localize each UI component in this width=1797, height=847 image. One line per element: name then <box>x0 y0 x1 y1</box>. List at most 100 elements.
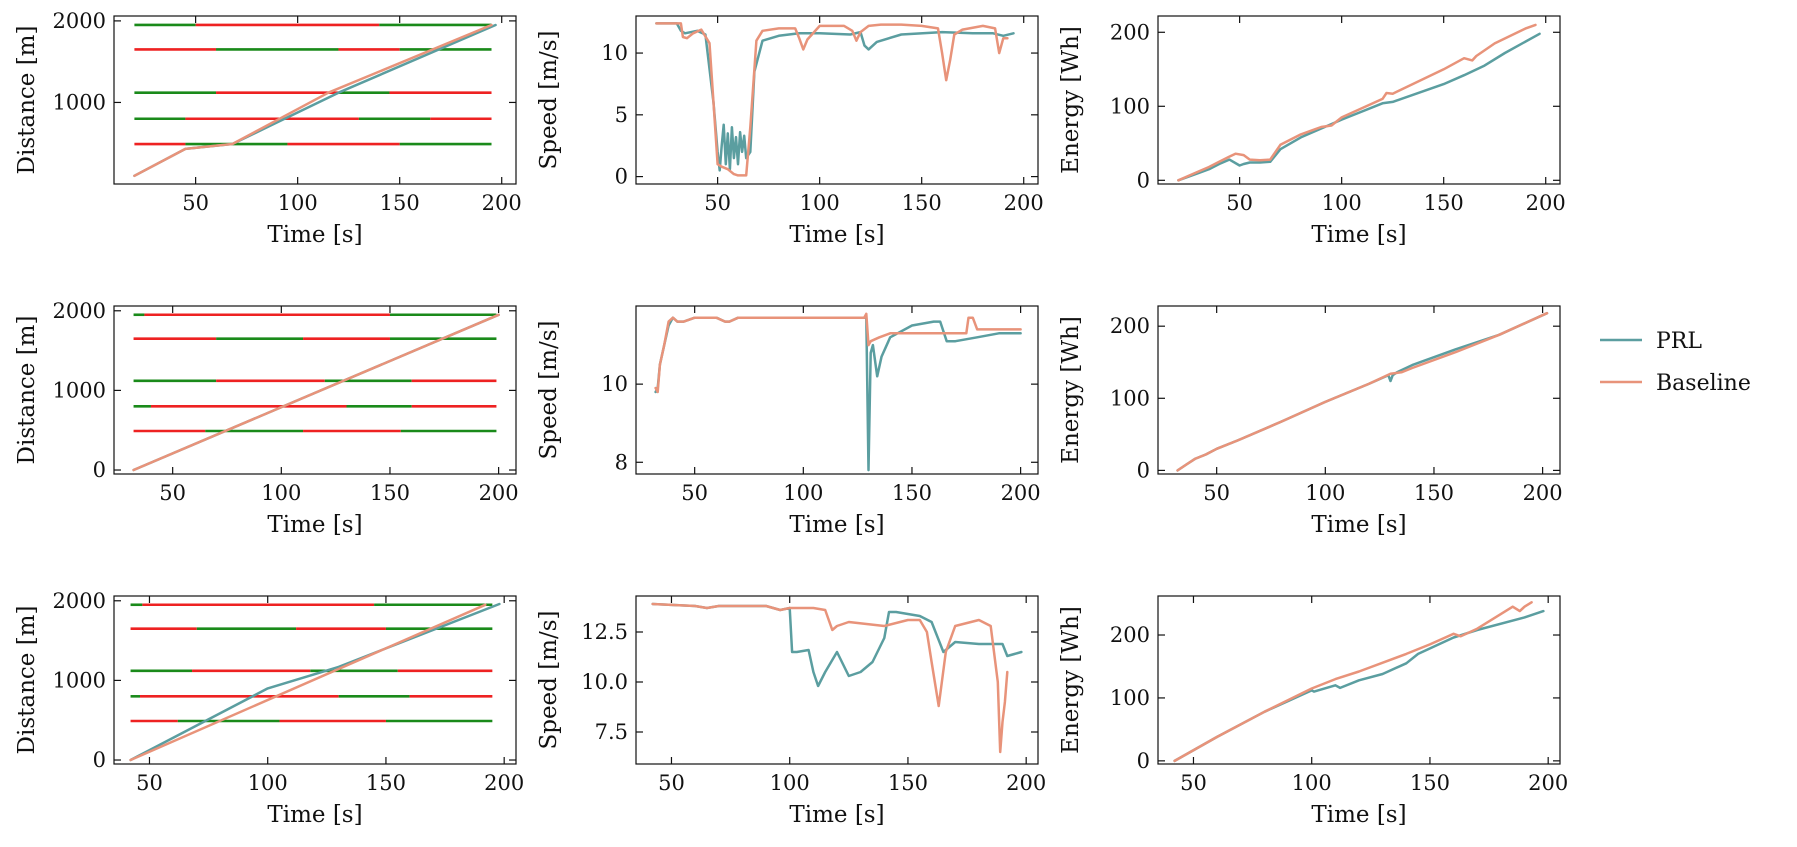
y-tick-label: 200 <box>1110 623 1150 647</box>
y-tick-label: 2000 <box>53 9 106 33</box>
x-tick-label: 100 <box>1305 481 1345 505</box>
y-axis-label: Energy [Wh] <box>1058 316 1084 464</box>
x-tick-label: 200 <box>1001 481 1041 505</box>
subplot-r0-c2: 50 100 150 200 0 100 200 Time [s] Energy [Wh] <box>1058 15 1566 248</box>
x-tick-label: 50 <box>1203 481 1230 505</box>
x-tick-label: 50 <box>159 481 186 505</box>
series-baseline <box>655 22 1009 177</box>
x-tick-label: 200 <box>479 481 519 505</box>
y-tick-label: 0 <box>615 165 628 189</box>
x-tick-label: 50 <box>136 771 163 795</box>
x-tick-label: 200 <box>1006 771 1046 795</box>
x-tick-label: 50 <box>704 191 731 215</box>
x-tick-label: 50 <box>182 191 209 215</box>
y-tick-label: 7.5 <box>595 720 628 744</box>
x-axis-label: Time [s] <box>267 802 362 828</box>
y-tick-label: 12.5 <box>581 620 628 644</box>
x-tick-label: 150 <box>370 481 410 505</box>
x-tick-label: 200 <box>484 771 524 795</box>
y-tick-label: 10.0 <box>581 670 628 694</box>
y-axis-label: Speed [m/s] <box>536 610 562 749</box>
x-tick-label: 50 <box>658 771 685 795</box>
axes-frame <box>1157 595 1561 765</box>
subplot-r2-c1: 50 100 150 200 7.5 10.0 12.5 Time [s] Speed [m/s… <box>536 595 1046 828</box>
x-tick-label: 100 <box>800 191 840 215</box>
x-axis-label: Time [s] <box>1311 802 1406 828</box>
series-prl <box>129 602 501 762</box>
x-tick-label: 150 <box>902 191 942 215</box>
axes-frame <box>113 15 517 185</box>
series-baseline <box>129 603 487 762</box>
y-axis-label: Distance [m] <box>14 316 40 465</box>
axes-frame <box>113 305 517 475</box>
x-tick-label: 100 <box>278 191 318 215</box>
y-axis-label: Distance [m] <box>14 26 40 175</box>
series-prl <box>1177 32 1541 182</box>
y-tick-label: 1000 <box>53 378 106 402</box>
x-axis-label: Time [s] <box>789 802 884 828</box>
series-prl <box>654 316 1022 472</box>
y-tick-label: 1000 <box>53 668 106 692</box>
x-tick-label: 200 <box>1528 771 1568 795</box>
series-baseline <box>132 313 500 472</box>
y-tick-label: 2000 <box>53 589 106 613</box>
subplot-r1-c1: 50 100 150 200 8 10 Time [s] Speed [m/s] <box>536 305 1041 538</box>
y-tick-label: 1000 <box>53 90 106 114</box>
x-axis-label: Time [s] <box>789 222 884 248</box>
x-tick-label: 100 <box>248 771 288 795</box>
x-axis-label: Time [s] <box>267 512 362 538</box>
y-axis-label: Speed [m/s] <box>536 30 562 169</box>
y-axis-label: Energy [Wh] <box>1058 26 1084 174</box>
legend-label-baseline: Baseline <box>1656 371 1751 396</box>
series-prl <box>1173 609 1545 763</box>
series-baseline <box>1173 601 1533 763</box>
y-tick-label: 10 <box>601 41 628 65</box>
axes-frame <box>1157 305 1561 475</box>
y-tick-label: 100 <box>1110 686 1150 710</box>
x-tick-label: 150 <box>1414 481 1454 505</box>
y-tick-label: 5 <box>615 103 628 127</box>
series-baseline <box>133 23 493 178</box>
y-tick-label: 0 <box>1137 168 1150 192</box>
y-tick-label: 8 <box>615 450 628 474</box>
x-tick-label: 100 <box>1322 191 1362 215</box>
x-tick-label: 200 <box>482 191 522 215</box>
y-axis-label: Distance [m] <box>14 606 40 755</box>
x-tick-label: 150 <box>1424 191 1464 215</box>
x-tick-label: 50 <box>1226 191 1253 215</box>
legend: PRL Baseline <box>1600 329 1751 396</box>
axes-frame <box>1157 15 1561 185</box>
y-tick-label: 2000 <box>53 299 106 323</box>
y-tick-label: 0 <box>1137 458 1150 482</box>
subplot-r0-c0: 50 100 150 200 1000 2000 Time [s] Distance [m] <box>14 9 522 248</box>
x-tick-label: 150 <box>892 481 932 505</box>
subplot-r1-c2: 50 100 150 200 0 100 200 Time [s] Energy [Wh] <box>1058 305 1563 538</box>
x-tick-label: 200 <box>1004 191 1044 215</box>
x-tick-label: 100 <box>1292 771 1332 795</box>
x-tick-label: 200 <box>1526 191 1566 215</box>
axes-frame <box>635 595 1039 765</box>
series-baseline <box>1177 23 1537 182</box>
x-tick-label: 200 <box>1523 481 1563 505</box>
x-tick-label: 100 <box>783 481 823 505</box>
axes-frame <box>635 305 1039 475</box>
x-tick-label: 100 <box>770 771 810 795</box>
x-axis-label: Time [s] <box>267 222 362 248</box>
x-tick-label: 150 <box>1410 771 1450 795</box>
subplot-r0-c1: 50 100 150 200 0 5 10 Time [s] Speed [m/s] <box>536 15 1044 248</box>
y-tick-label: 0 <box>1137 749 1150 773</box>
series-prl <box>651 602 1023 688</box>
y-tick-label: 200 <box>1110 314 1150 338</box>
x-tick-label: 50 <box>681 481 708 505</box>
x-tick-label: 150 <box>380 191 420 215</box>
x-tick-label: 100 <box>261 481 301 505</box>
y-tick-label: 100 <box>1110 386 1150 410</box>
x-axis-label: Time [s] <box>789 512 884 538</box>
subplot-r2-c2: 50 100 150 200 0 100 200 Time [s] Energy [Wh] <box>1058 595 1568 828</box>
series-baseline <box>1176 311 1549 472</box>
y-tick-label: 200 <box>1110 20 1150 44</box>
y-tick-label: 10 <box>601 372 628 396</box>
y-axis-label: Speed [m/s] <box>536 320 562 459</box>
